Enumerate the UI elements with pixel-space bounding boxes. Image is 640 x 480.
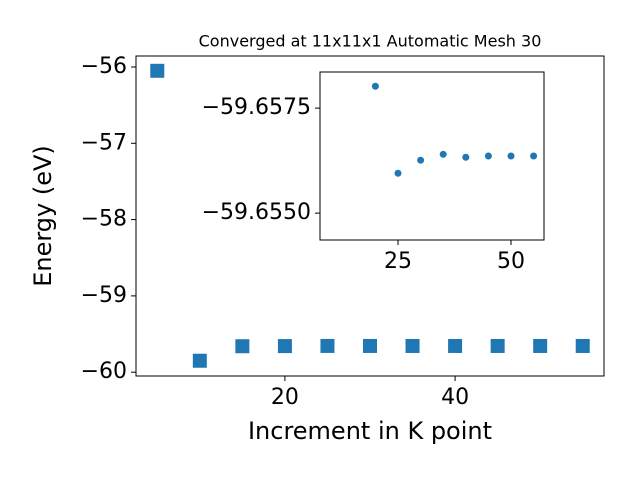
x-axis-label: Increment in K point [248,417,492,445]
marker [371,82,379,90]
marker [394,169,402,177]
marker [530,152,538,160]
marker [320,338,335,353]
marker [150,63,165,78]
y-tick-label: −59.6550 [202,200,311,225]
series-group [349,4,538,177]
marker [448,338,463,353]
marker [192,353,207,368]
y-tick-label: −56 [81,54,127,79]
marker [490,338,505,353]
x-tick-label: 20 [271,385,299,410]
marker [363,338,377,353]
marker [405,338,420,353]
x-tick-label: 25 [384,249,412,274]
marker [533,338,548,353]
marker [439,150,447,158]
y-axis-label: Energy (eV) [29,145,57,287]
y-tick-label: −59.6575 [202,95,311,120]
axes-frame [319,71,545,241]
marker [417,156,425,164]
marker [349,4,356,11]
marker [277,339,292,354]
y-tick-label: −57 [81,130,127,155]
series-group [150,63,590,368]
y-tick-label: −59 [81,283,127,308]
x-tick-label: 40 [441,385,469,410]
plot-area [320,72,544,240]
axes-frame [135,55,605,377]
chart-title: Converged at 11x11x1 Automatic Mesh 30 [199,32,542,51]
marker [507,152,515,160]
marker [575,338,590,353]
x-tick-label: 50 [497,249,525,274]
y-tick-label: −58 [81,207,127,232]
marker [462,153,470,161]
marker [235,339,250,354]
y-tick-label: −60 [81,359,127,384]
marker [484,152,492,160]
